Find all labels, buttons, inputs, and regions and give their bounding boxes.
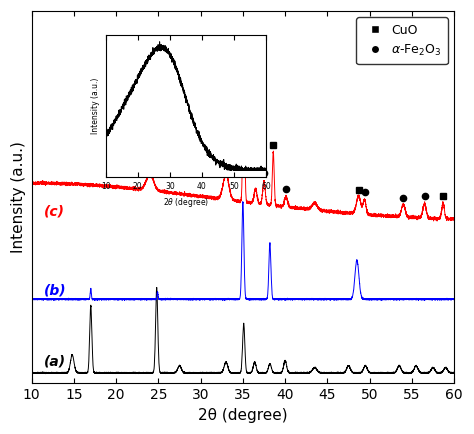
Text: (b): (b) [45,284,67,298]
Y-axis label: Intensity (a.u.): Intensity (a.u.) [11,141,26,253]
Text: (c): (c) [45,204,65,218]
X-axis label: 2θ (degree): 2θ (degree) [198,408,288,423]
Legend: CuO, $\alpha$-Fe$_2$O$_3$: CuO, $\alpha$-Fe$_2$O$_3$ [356,17,448,64]
Text: (a): (a) [45,355,66,369]
